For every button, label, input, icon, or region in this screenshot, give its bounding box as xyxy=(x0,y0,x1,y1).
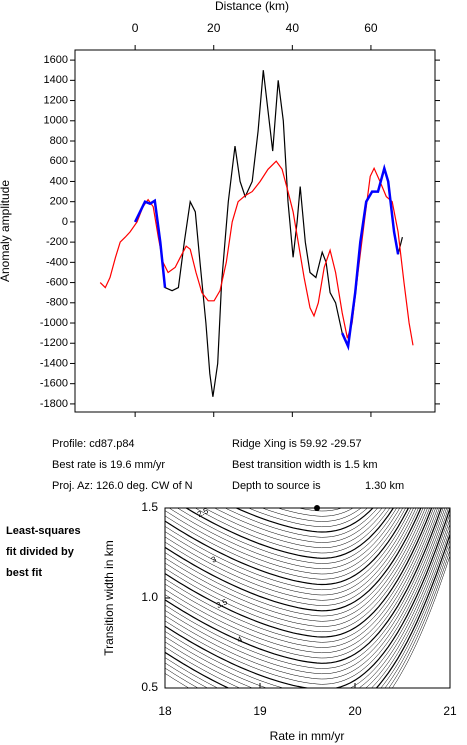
info-text: Proj. Az: 126.0 deg. CW of N xyxy=(52,480,193,492)
y-tick-label: 1200 xyxy=(44,94,68,106)
side-label: fit divided by xyxy=(6,546,75,558)
contour-line xyxy=(165,555,450,688)
y-tick-label: 0.5 xyxy=(141,680,158,694)
contour-label: 3 xyxy=(210,554,218,564)
y-tick-label: -1800 xyxy=(40,398,68,410)
y-tick-label: -1600 xyxy=(40,378,68,390)
contour-label: 3.5 xyxy=(215,597,229,610)
contour-line xyxy=(277,508,354,517)
contour-line xyxy=(165,508,444,669)
contour-line xyxy=(165,508,447,680)
contour-line xyxy=(261,508,362,522)
y-tick-label: 200 xyxy=(50,196,68,208)
info-text: Best rate is 19.6 mm/yr xyxy=(52,459,165,471)
contour-line xyxy=(165,508,438,654)
y-tick-label: -1400 xyxy=(40,357,68,369)
contour-line xyxy=(168,508,401,570)
contour-line xyxy=(204,508,387,549)
plot-frame xyxy=(74,49,436,413)
info-text: Best transition width is 1.5 km xyxy=(232,459,378,471)
contour-line xyxy=(165,550,450,688)
y-tick-label: -600 xyxy=(46,276,68,288)
y-tick-label: 1400 xyxy=(44,74,68,86)
plot-frame xyxy=(164,507,451,689)
contour-line xyxy=(165,508,410,586)
y-tick-label: -400 xyxy=(46,256,68,268)
x-tick-label: 18 xyxy=(158,704,172,718)
contour-line xyxy=(165,508,436,648)
contour-line xyxy=(165,508,428,627)
x-tick-label: 21 xyxy=(443,704,457,718)
contour-line xyxy=(165,508,422,612)
contour-line xyxy=(165,523,450,688)
contour-line xyxy=(194,508,391,554)
contour-line xyxy=(165,513,450,688)
contour-line xyxy=(165,508,440,659)
x-tick-label: 20 xyxy=(207,21,221,35)
y-axis-title: Anomaly amplitude xyxy=(0,180,12,282)
y-tick-label: -200 xyxy=(46,236,68,248)
contour-line xyxy=(165,508,406,580)
contour-line xyxy=(165,508,412,591)
contour-line xyxy=(177,508,397,564)
y-tick-label: 1.0 xyxy=(141,590,158,604)
info-text: Depth to source is xyxy=(232,480,321,492)
x-tick-label: 60 xyxy=(364,21,378,35)
y-tick-label: 1.5 xyxy=(141,500,158,514)
contour-line xyxy=(165,508,449,685)
contour-line xyxy=(165,508,450,688)
info-text: Ridge Xing is 59.92 -29.57 xyxy=(232,438,362,450)
best-fit-point xyxy=(314,505,320,511)
contour-line xyxy=(165,508,434,643)
y-tick-label: 1000 xyxy=(44,115,68,127)
y-axis-title: Transition width in km xyxy=(102,540,116,656)
contour-line xyxy=(165,508,417,601)
y-tick-label: 800 xyxy=(50,135,68,147)
contour-line xyxy=(165,508,414,596)
contour-line xyxy=(185,508,395,559)
y-tick-label: 1600 xyxy=(44,54,68,66)
contour-line xyxy=(165,508,446,675)
side-label: best fit xyxy=(6,567,42,579)
x-tick-label: 0 xyxy=(132,21,139,35)
contour-line xyxy=(234,508,374,533)
contour-line xyxy=(165,508,426,622)
side-label: Least-squares xyxy=(6,525,81,537)
contour-line xyxy=(165,544,450,688)
contour-line xyxy=(214,508,383,543)
y-tick-label: 400 xyxy=(50,175,68,187)
data-line xyxy=(99,160,414,346)
y-tick-label: 0 xyxy=(62,216,68,228)
contour-line xyxy=(224,508,379,538)
contour-line xyxy=(165,508,419,606)
x-tick-label: 40 xyxy=(286,21,300,35)
contour-line xyxy=(165,508,424,617)
x-tick-label: 19 xyxy=(253,704,267,718)
contour-line xyxy=(165,508,442,664)
contour-label: 4 xyxy=(236,634,244,644)
info-text: Profile: cd87.p84 xyxy=(52,438,135,450)
contour-line xyxy=(297,508,343,512)
contour-group xyxy=(165,508,450,688)
contour-line xyxy=(165,539,450,688)
x-tick-label: 20 xyxy=(348,704,362,718)
contour-line xyxy=(247,508,368,528)
contour-line xyxy=(165,508,430,633)
x-axis-title: Distance (km) xyxy=(215,0,289,13)
contour-line xyxy=(165,529,450,688)
y-tick-label: -800 xyxy=(46,297,68,309)
x-axis-title: Rate in mm/yr xyxy=(270,729,345,743)
contour-line xyxy=(165,518,450,688)
y-tick-label: 600 xyxy=(50,155,68,167)
contour-label: 2.5 xyxy=(196,506,210,519)
info-text: 1.30 km xyxy=(365,480,404,492)
data-line xyxy=(133,163,400,351)
y-tick-label: -1200 xyxy=(40,337,68,349)
contour-line xyxy=(165,534,450,688)
contour-line xyxy=(165,508,433,638)
y-tick-label: -1000 xyxy=(40,317,68,329)
